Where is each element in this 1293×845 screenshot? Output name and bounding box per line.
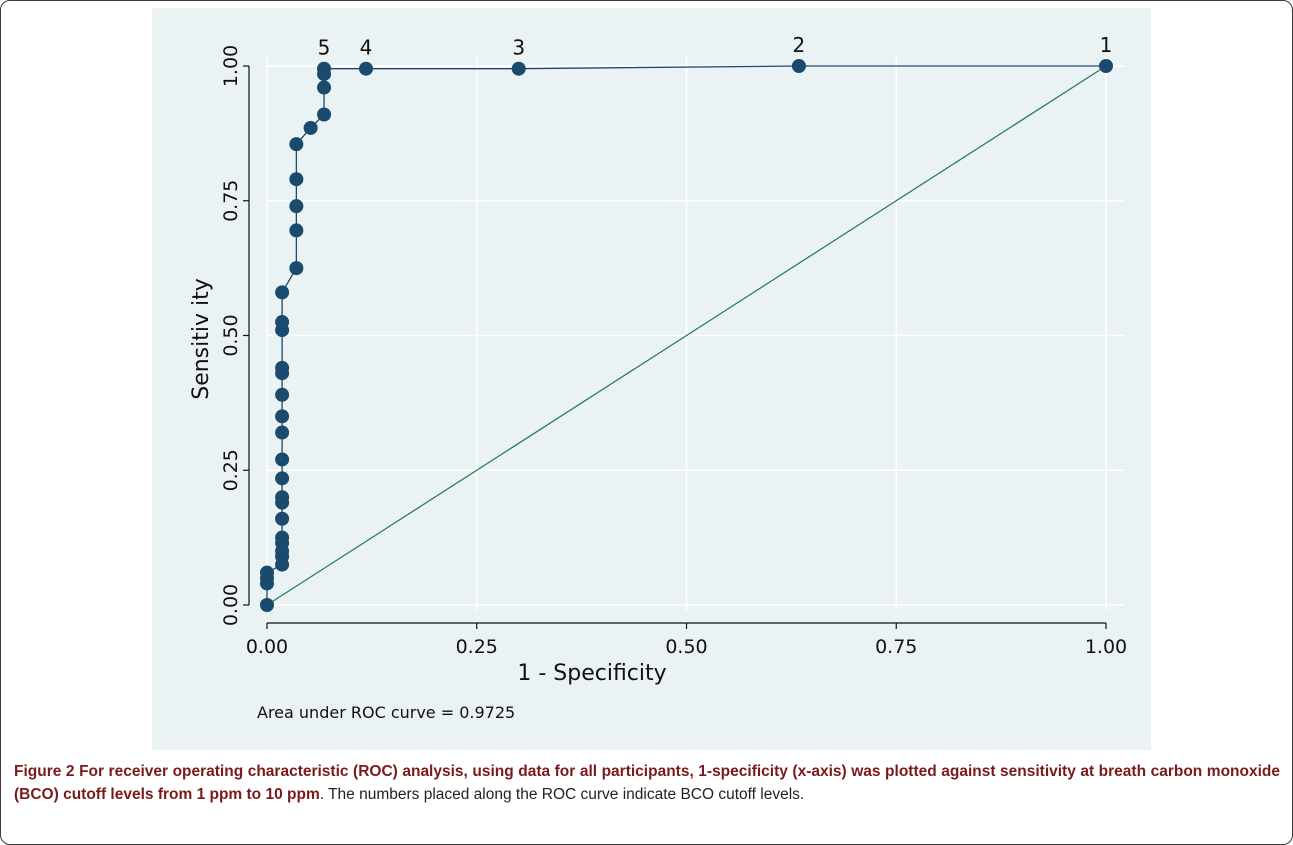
- point-labels-layer: 1 2 3 4 5: [318, 33, 1113, 60]
- roc-point-15: [275, 409, 290, 424]
- y-tick-label-4: 1.00: [220, 45, 242, 87]
- x-tick-label-1: 0.25: [456, 636, 498, 658]
- roc-point-22: [289, 261, 304, 276]
- axes: 0.00 0.25 0.50 0.75 1.00 0.00 0.25 0.50 0.75 1.00: [220, 45, 1127, 658]
- plot-panel: [152, 8, 1151, 750]
- cutoff-label-5: 5: [318, 36, 331, 60]
- caption-bold-text: For receiver operating characteristic (R…: [14, 763, 1280, 803]
- roc-point-20: [275, 315, 290, 330]
- caption-label: Figure 2: [14, 763, 75, 780]
- roc-chart: 0.00 0.25 0.50 0.75 1.00 0.00 0.25 0.50 0.75 1.00…: [189, 33, 1127, 722]
- roc-point-21: [275, 285, 290, 300]
- figure-caption: Figure 2 For receiver operating characte…: [14, 760, 1280, 806]
- caption-rest-text: . The numbers placed along the ROC curve…: [319, 786, 805, 803]
- y-tick-label-1: 0.25: [220, 449, 242, 491]
- cutoff-label-3: 3: [512, 36, 525, 60]
- x-tick-label-4: 1.00: [1085, 636, 1127, 658]
- roc-point-16: [275, 387, 290, 402]
- roc-point-14: [275, 425, 290, 440]
- markers-layer: [260, 59, 1113, 612]
- reference-diagonal-line: [266, 65, 1107, 606]
- roc-point-29: [317, 80, 332, 95]
- reference-line-layer: [266, 65, 1107, 606]
- cutoff-label-4: 4: [360, 36, 373, 60]
- roc-point-32: [359, 61, 374, 76]
- roc-point-24: [289, 199, 304, 214]
- roc-point-0: [260, 598, 274, 612]
- roc-point-13: [275, 452, 290, 467]
- grid-lines: [266, 56, 1124, 610]
- cutoff-label-2: 2: [793, 33, 806, 57]
- x-tick-label-3: 0.75: [875, 636, 917, 658]
- x-tick-label-0: 0.00: [246, 636, 288, 658]
- y-tick-label-0: 0.00: [220, 584, 242, 626]
- roc-point-23: [289, 223, 304, 238]
- y-tick-label-2: 0.50: [220, 314, 242, 356]
- cutoff-label-1: 1: [1100, 33, 1113, 57]
- roc-point-12: [275, 471, 290, 486]
- roc-point-9: [275, 511, 290, 526]
- roc-point-34: [791, 59, 806, 73]
- roc-point-11: [275, 490, 290, 505]
- roc-point-25: [289, 172, 304, 187]
- auc-annotation: Area under ROC curve = 0.9725: [257, 703, 515, 722]
- roc-point-35: [1099, 59, 1113, 73]
- roc-point-28: [317, 107, 332, 122]
- roc-point-26: [289, 137, 304, 152]
- y-tick-label-3: 0.75: [220, 180, 242, 222]
- x-axis-title: 1 - Specificity: [517, 661, 666, 686]
- roc-point-27: [303, 120, 318, 135]
- roc-point-8: [275, 530, 290, 545]
- roc-point-33: [511, 61, 526, 76]
- roc-point-31: [317, 61, 332, 76]
- roc-point-18: [275, 360, 290, 375]
- y-axis-title: Sensitiv ity: [189, 278, 214, 400]
- x-tick-label-2: 0.50: [665, 636, 707, 658]
- roc-point-3: [260, 565, 274, 580]
